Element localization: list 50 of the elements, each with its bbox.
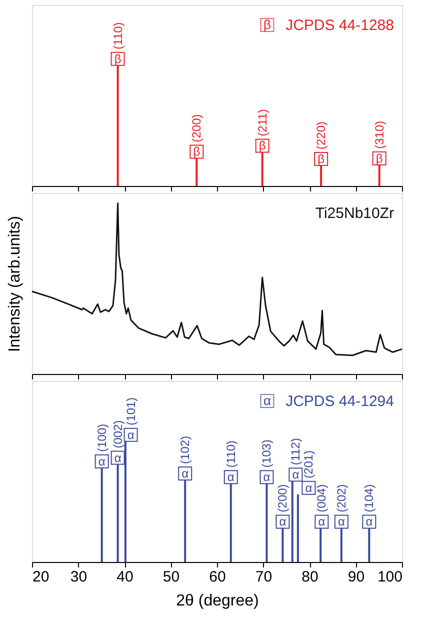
text: α	[263, 393, 271, 408]
x-tick-label: 90	[348, 568, 365, 586]
annotation: α	[114, 450, 122, 465]
x-tick-label: 80	[302, 568, 318, 586]
annotation: (200)	[276, 484, 290, 512]
annotation: α	[338, 514, 345, 529]
text: (101)	[124, 397, 138, 426]
annotation: α	[366, 514, 373, 529]
annotation: α	[98, 454, 106, 468]
annotation: α	[182, 466, 189, 480]
annotation: (104)	[362, 484, 376, 512]
annotation: (102)	[178, 436, 192, 464]
annotation: (202)	[334, 484, 348, 512]
x-tick-label: 50	[162, 568, 180, 586]
x-tick-label: 20	[32, 568, 50, 586]
annotation: β	[318, 152, 325, 166]
annotation: α	[127, 428, 134, 442]
annotation: (201)	[302, 450, 316, 478]
annotation: β	[376, 151, 383, 166]
annotation: α	[263, 470, 270, 484]
x-tick-label: 60	[209, 568, 226, 586]
x-tick-label: 30	[70, 568, 88, 586]
text: (110)	[110, 22, 125, 50]
x-tick-label: 100	[377, 568, 402, 586]
annotation: β	[114, 52, 122, 66]
annotation: (220)	[314, 121, 328, 150]
annotation: α	[279, 514, 286, 529]
annotation: (100)	[94, 424, 109, 452]
legend-label: JCPDS 44-1288	[286, 17, 394, 34]
annotation: (112)	[288, 438, 303, 466]
annotation: (200)	[190, 114, 204, 142]
x-tick-label: 70	[255, 568, 272, 586]
legend-label: JCPDS 44-1294	[286, 393, 394, 410]
annotation: β	[193, 144, 200, 159]
text: β	[263, 17, 271, 32]
x-tick-label: 40	[116, 568, 134, 586]
annotation: α	[318, 514, 326, 529]
annotation: (103)	[260, 440, 274, 468]
text: Ti25Nb10Zr	[315, 205, 394, 222]
annotation: β	[258, 138, 266, 153]
annotation: α	[305, 480, 312, 495]
annotation: (211)	[255, 109, 270, 136]
x-axis-title: 2θ (degree)	[176, 592, 259, 610]
annotation: (110)	[224, 440, 238, 468]
annotation: α	[227, 470, 234, 484]
y-axis-title: Intensity (arb.units)	[6, 216, 24, 352]
annotation: α	[292, 468, 300, 482]
annotation: (310)	[372, 120, 386, 149]
annotation: (002)	[110, 420, 125, 448]
annotation: (004)	[314, 484, 329, 512]
